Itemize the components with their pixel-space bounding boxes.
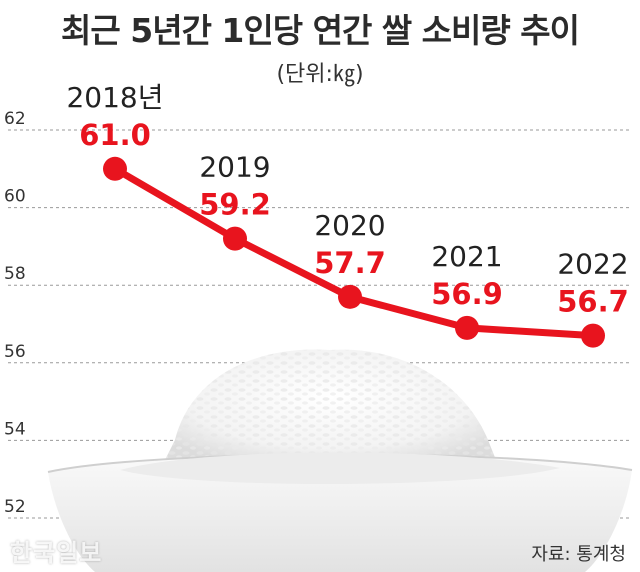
data-value-label: 57.7 [314, 246, 386, 280]
y-tick-label: 56 [4, 342, 26, 362]
data-value-label: 59.2 [199, 188, 271, 222]
data-point [223, 226, 247, 251]
y-tick-label: 58 [4, 264, 26, 284]
data-point [581, 323, 605, 348]
data-point [455, 315, 479, 340]
y-tick-label: 52 [4, 497, 26, 517]
y-tick-label: 54 [4, 419, 26, 439]
data-value-label: 56.7 [557, 285, 629, 319]
data-value-label: 56.9 [431, 277, 503, 311]
rice-bowl-image [47, 349, 633, 572]
chart-title: 최근 5년간 1인당 연간 쌀 소비량 추이 [61, 11, 580, 50]
data-value-label: 61.0 [79, 118, 151, 152]
x-category-label: 2022 [557, 248, 628, 281]
source-note: 자료: 통계청 [531, 544, 626, 565]
data-point [103, 156, 127, 181]
x-category-label: 2020 [314, 209, 385, 242]
publisher-watermark: 한국일보 [10, 539, 103, 567]
x-category-label: 2018년 [66, 81, 163, 114]
y-tick-label: 60 [4, 187, 26, 207]
x-category-label: 2021 [431, 240, 502, 273]
data-point [338, 284, 362, 309]
y-tick-label: 62 [4, 109, 26, 129]
unit-label: (단위:㎏) [276, 62, 364, 87]
x-category-label: 2019 [199, 151, 270, 184]
